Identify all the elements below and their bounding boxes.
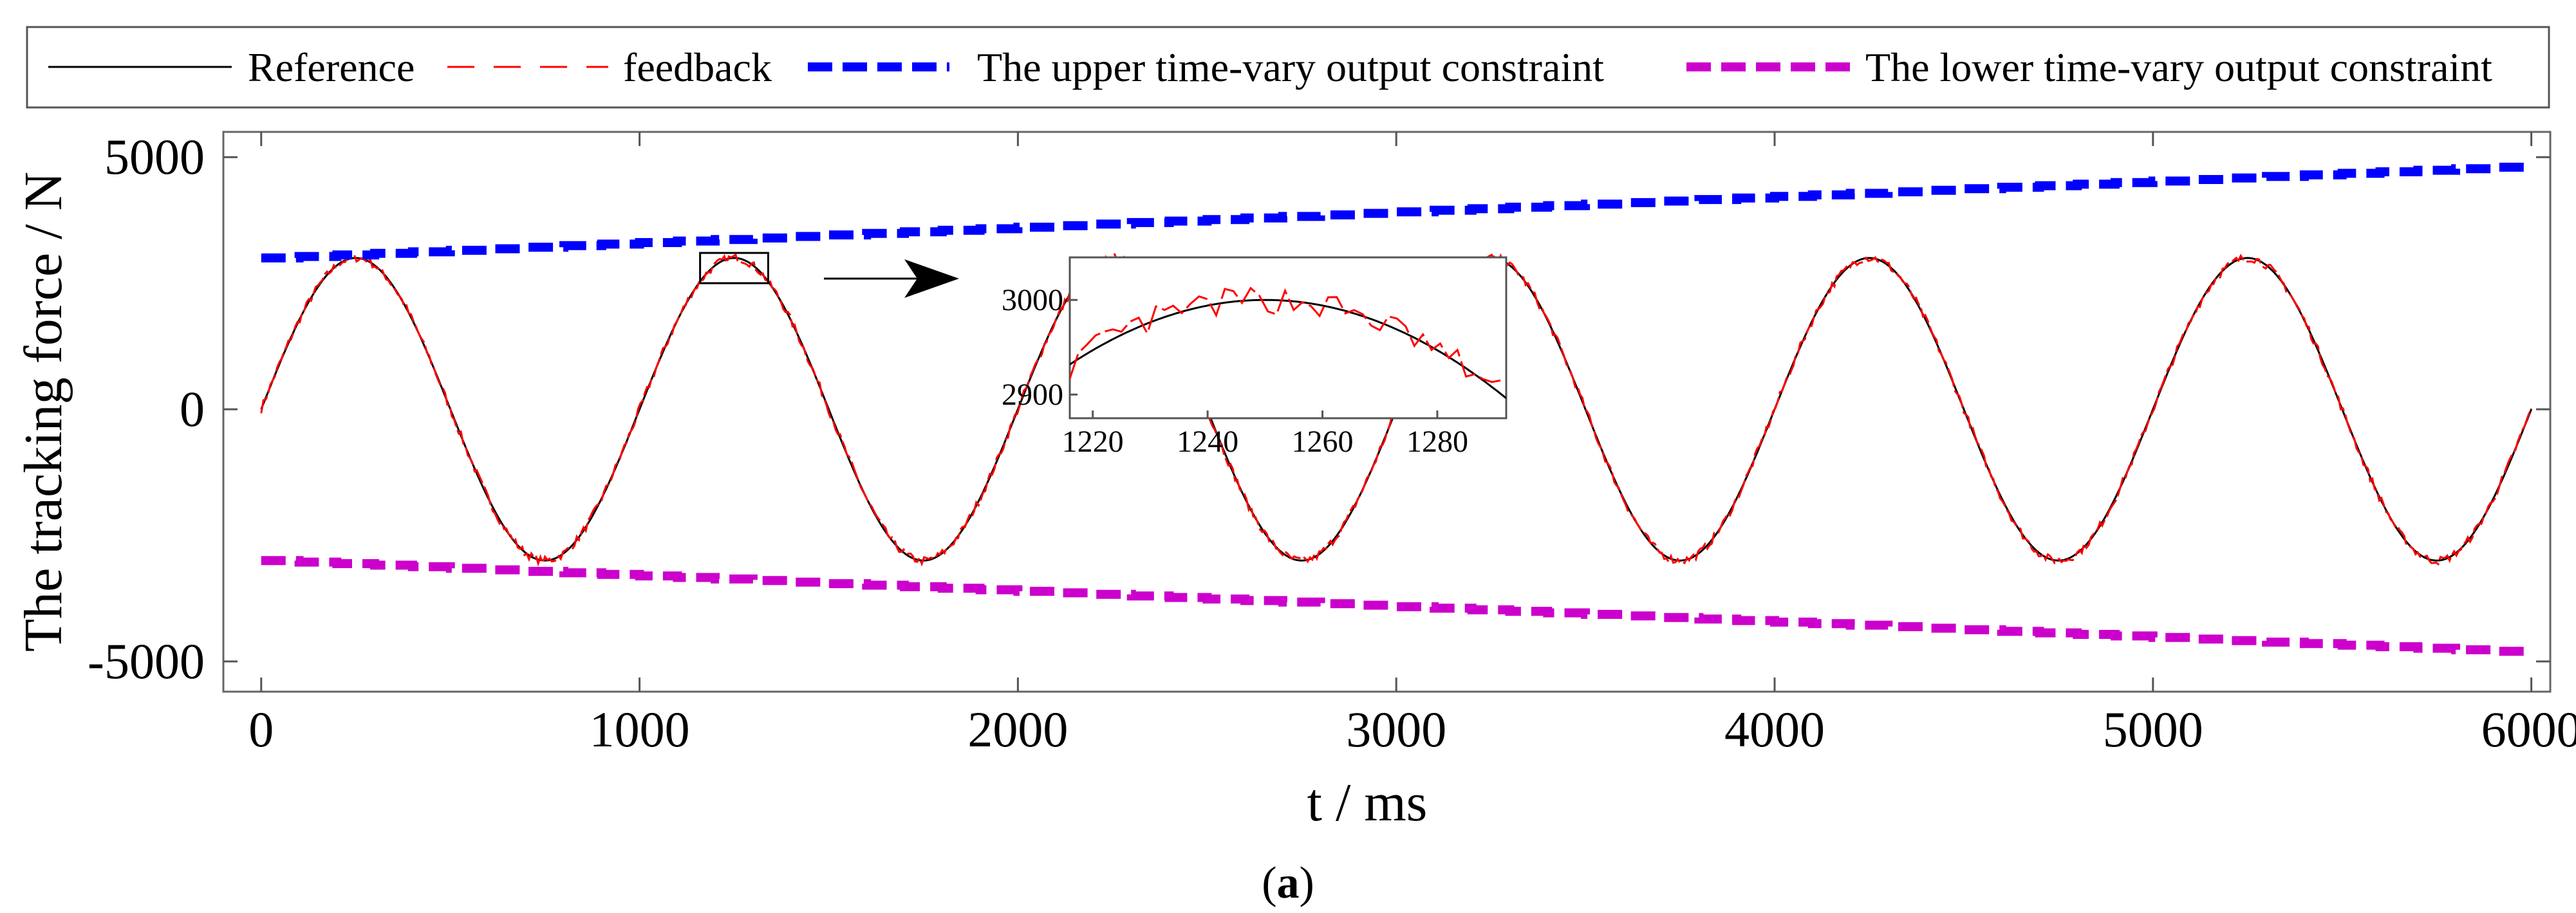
zoom-arrow-head <box>904 259 959 298</box>
y-tick-label: 5000 <box>104 129 205 185</box>
legend-label-upper: The upper time-vary output constraint <box>977 44 1604 90</box>
inset-series-layer <box>1070 286 1506 400</box>
legend-label-feedback: feedback <box>623 44 772 90</box>
inset-x-tick-label: 1260 <box>1292 425 1354 459</box>
x-tick-label: 1000 <box>590 701 690 757</box>
figure-caption: (a) <box>1262 858 1314 908</box>
series-line-upper-constraint <box>261 162 2532 263</box>
inset-x-tick-label: 1220 <box>1062 425 1124 459</box>
series-line-lower-constraint <box>261 556 2532 656</box>
series-line-feedback <box>260 253 2532 567</box>
legend: Reference feedback The upper time-vary o… <box>26 26 2550 109</box>
legend-label-reference: Reference <box>248 44 415 90</box>
caption-close-paren: ) <box>1300 858 1314 908</box>
inset-axis-ticks: 1220 1240 1260 1280 2900 3000 <box>1002 283 1468 459</box>
zoom-arrow <box>824 259 959 298</box>
inset-x-tick-label: 1240 <box>1177 425 1238 459</box>
x-tick-label: 4000 <box>1724 701 1825 757</box>
y-axis-ticks: -5000 0 5000 <box>88 129 2550 689</box>
inset-y-tick-label: 2900 <box>1002 378 1063 412</box>
x-tick-label: 5000 <box>2103 701 2203 757</box>
x-tick-label: 2000 <box>967 701 1068 757</box>
plot-frame <box>222 131 2552 693</box>
x-tick-label: 6000 <box>2481 701 2576 757</box>
inset-line-feedback <box>1070 286 1501 383</box>
caption-letter: a <box>1277 858 1300 908</box>
inset-plot: 1220 1240 1260 1280 2900 3000 <box>1002 256 1507 459</box>
legend-label-lower: The lower time-vary output constraint <box>1865 44 2492 90</box>
y-tick-label: -5000 <box>88 633 205 689</box>
y-tick-label: 0 <box>180 381 205 437</box>
inset-y-tick-label: 3000 <box>1002 283 1063 317</box>
x-axis-ticks: 0 1000 2000 3000 4000 5000 6000 <box>248 132 2576 757</box>
y-axis-label: The tracking force / N <box>14 172 73 652</box>
inset-x-tick-label: 1280 <box>1406 425 1468 459</box>
caption-open-paren: ( <box>1262 858 1276 908</box>
x-tick-label: 0 <box>248 701 274 757</box>
zoom-region-box <box>699 252 769 284</box>
x-tick-label: 3000 <box>1346 701 1446 757</box>
x-axis-label: t / ms <box>1307 773 1428 833</box>
inset-frame <box>1069 256 1507 420</box>
